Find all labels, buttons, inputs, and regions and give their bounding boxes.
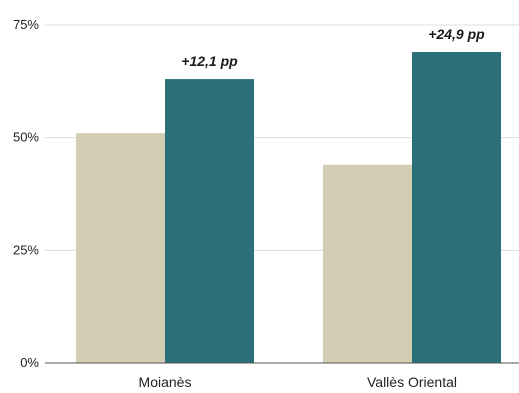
bar-series2-category2 bbox=[412, 52, 501, 363]
bars bbox=[76, 52, 501, 363]
y-tick-label-25: 25% bbox=[13, 242, 39, 257]
bar-annotation-1: +12,1 pp bbox=[181, 53, 238, 69]
y-tick-label-0: 0% bbox=[20, 355, 39, 370]
bar-series1-category2 bbox=[323, 164, 412, 363]
y-tick-label-50: 50% bbox=[13, 130, 39, 145]
x-category-label-1: Moianès bbox=[139, 374, 192, 390]
x-category-label-2: Vallès Oriental bbox=[367, 374, 457, 390]
bar-series2-category1 bbox=[165, 79, 254, 363]
x-axis-category-labels: Moianès Vallès Oriental bbox=[139, 374, 457, 390]
bar-series1-category1 bbox=[76, 133, 165, 363]
bar-annotations: +12,1 pp +24,9 pp bbox=[181, 26, 485, 69]
y-tick-label-75: 75% bbox=[13, 17, 39, 32]
y-axis-tick-labels: 0% 25% 50% 75% bbox=[13, 17, 39, 370]
bar-annotation-2: +24,9 pp bbox=[428, 26, 485, 42]
